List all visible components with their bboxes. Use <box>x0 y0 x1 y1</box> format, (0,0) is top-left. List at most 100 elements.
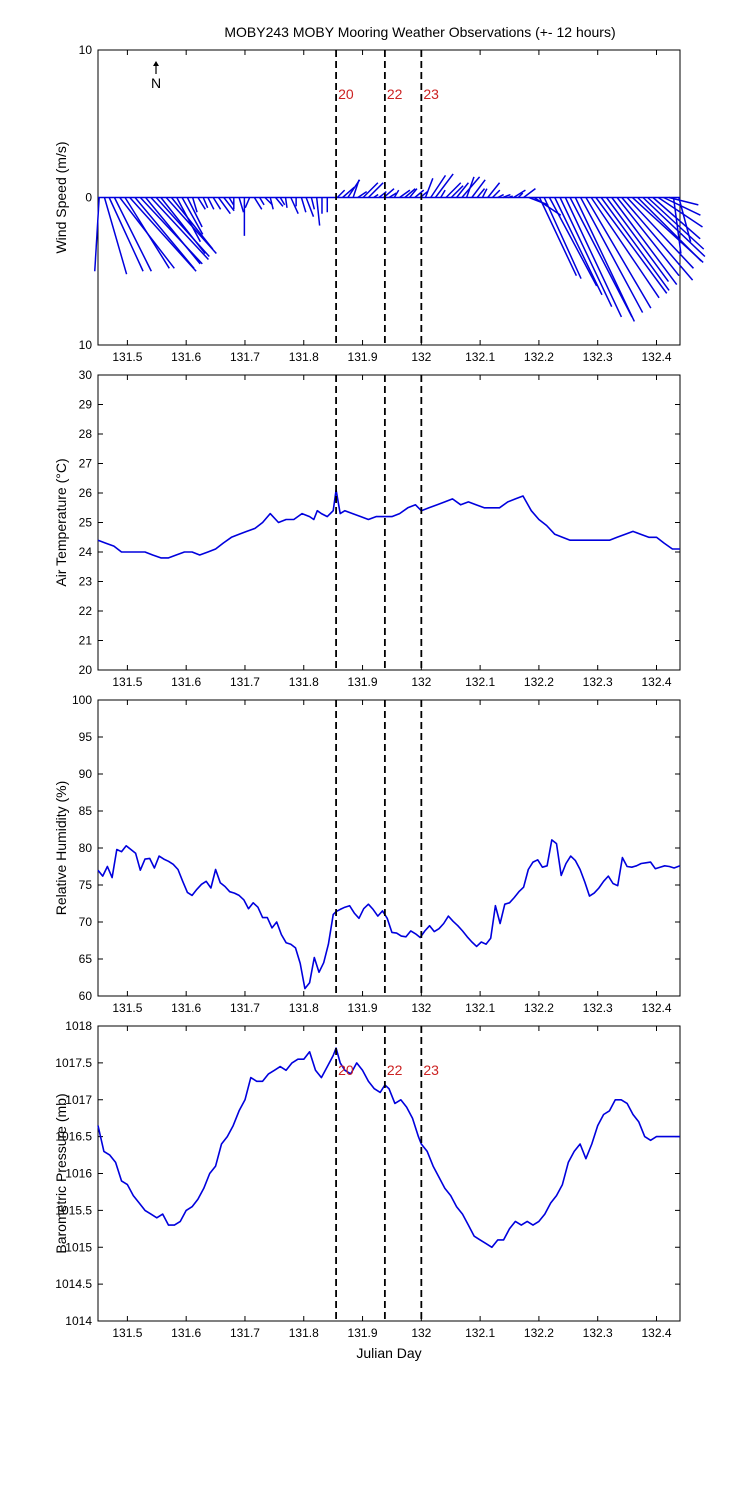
x-tick-label: 132.4 <box>641 1001 671 1015</box>
wind-stick <box>160 197 206 255</box>
y-axis-label: Air Temperature (°C) <box>53 458 69 586</box>
wind-stick <box>300 197 307 213</box>
wind-stick <box>238 197 245 213</box>
plot-frame-3 <box>97 699 681 997</box>
wind-stick <box>207 197 215 210</box>
y-tick-label: 1015 <box>65 1240 92 1254</box>
wind-stick <box>352 179 360 198</box>
x-tick-label: 131.5 <box>112 675 142 689</box>
x-tick-label: 132.2 <box>524 675 554 689</box>
wind-stick <box>579 197 644 313</box>
x-tick-label: 131.9 <box>348 350 378 364</box>
wind-stick <box>186 197 203 228</box>
y-tick-label: 29 <box>79 398 93 412</box>
marker-label: 20 <box>338 1062 354 1078</box>
x-tick-label: 131.9 <box>348 1001 378 1015</box>
y-tick-label: 1014.5 <box>55 1277 92 1291</box>
wind-stick <box>373 193 379 199</box>
wind-stick <box>637 196 702 262</box>
y-tick-label: 80 <box>79 841 93 855</box>
wind-stick <box>672 197 682 254</box>
wind-stick <box>124 197 170 269</box>
wind-stick <box>315 197 321 226</box>
wind-stick <box>476 188 486 198</box>
wind-stick <box>197 197 206 210</box>
page-title: MOBY243 MOBY Mooring Weather Observation… <box>224 24 616 40</box>
y-axis-label: Barometric Pressure (mb) <box>53 1093 69 1253</box>
x-axis-label: Julian Day <box>356 1345 421 1361</box>
y-tick-label: 95 <box>79 730 93 744</box>
wind-stick <box>202 197 209 209</box>
x-tick-label: 132.4 <box>641 350 671 364</box>
wind-stick <box>228 197 235 206</box>
x-tick-label: 131.7 <box>230 1326 260 1340</box>
wind-stick <box>424 178 434 198</box>
x-tick-label: 131.6 <box>171 1326 201 1340</box>
y-tick-label: 70 <box>79 915 93 929</box>
y-tick-label: 1018 <box>65 1019 92 1033</box>
y-tick-label: 75 <box>79 878 93 892</box>
y-tick-label: 22 <box>79 604 93 618</box>
y-tick-label: 30 <box>79 368 93 382</box>
wind-stick <box>103 197 128 275</box>
y-tick-label: 1016.5 <box>55 1130 92 1144</box>
north-arrow-head-icon <box>153 61 159 66</box>
y-tick-label: 1015.5 <box>55 1203 92 1217</box>
wind-stick <box>290 197 299 215</box>
wind-stick <box>367 182 384 199</box>
x-tick-label: 131.5 <box>112 350 142 364</box>
plot-frame-2 <box>97 374 681 671</box>
y-tick-label: 85 <box>79 804 93 818</box>
wind-stick <box>244 197 251 209</box>
wind-stick <box>502 193 511 199</box>
wind-stick <box>191 197 198 213</box>
y-axis-label: Relative Humidity (%) <box>53 781 69 916</box>
marker-label: 22 <box>387 1062 403 1078</box>
wind-stick <box>595 197 668 294</box>
x-tick-label: 131.5 <box>112 1001 142 1015</box>
wind-stick <box>605 197 670 283</box>
x-tick-label: 131.8 <box>289 350 319 364</box>
x-tick-label: 132.4 <box>641 675 671 689</box>
wind-stick <box>284 197 288 208</box>
wind-stick <box>217 197 231 215</box>
wind-stick <box>223 197 235 212</box>
wind-stick <box>399 189 411 199</box>
x-tick-label: 131.6 <box>171 675 201 689</box>
wind-stick <box>657 196 703 228</box>
wind-stick <box>543 197 582 279</box>
wind-stick <box>408 188 418 198</box>
wind-stick <box>134 197 195 269</box>
y-tick-label: 1016 <box>65 1167 92 1181</box>
wind-stick <box>253 197 263 210</box>
y-tick-label: 21 <box>79 634 93 648</box>
wind-stick <box>663 196 701 216</box>
wind-stick <box>678 197 692 242</box>
wind-stick <box>279 197 286 206</box>
wind-stick <box>388 192 397 199</box>
wind-stick <box>517 192 524 199</box>
x-tick-label: 131.8 <box>289 1326 319 1340</box>
y-tick-label: 60 <box>79 989 93 1003</box>
y-tick-label: 24 <box>79 545 93 559</box>
x-tick-label: 131.9 <box>348 1326 378 1340</box>
wind-stick <box>434 173 454 198</box>
wind-stick <box>305 197 315 217</box>
wind-stick <box>611 197 678 285</box>
x-tick-label: 131.6 <box>171 1001 201 1015</box>
x-tick-label: 131.5 <box>112 1326 142 1340</box>
x-tick-label: 131.8 <box>289 675 319 689</box>
x-tick-label: 132 <box>411 1001 431 1015</box>
wind-stick <box>647 196 705 250</box>
wind-stick <box>145 197 201 265</box>
wind-stick <box>497 193 504 199</box>
wind-stick <box>108 197 144 272</box>
wind-stick <box>170 197 214 250</box>
y-tick-label: 1014 <box>65 1314 92 1328</box>
wind-stick <box>513 189 526 199</box>
marker-label: 23 <box>423 86 439 102</box>
x-tick-label: 132.2 <box>524 1326 554 1340</box>
wind-stick <box>113 197 153 272</box>
x-tick-label: 131.7 <box>230 1001 260 1015</box>
